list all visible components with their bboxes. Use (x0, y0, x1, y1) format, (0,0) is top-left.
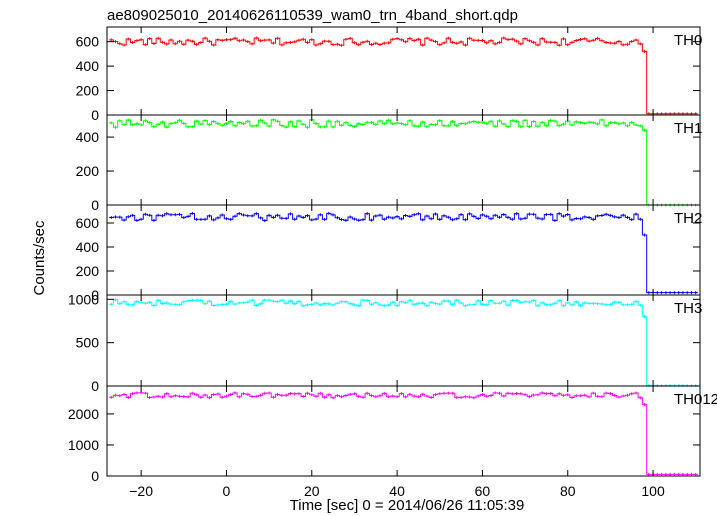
panel-frame (106, 114, 701, 206)
y-tick-label: 0 (91, 197, 99, 213)
panel-frame (106, 294, 701, 387)
chart-title: ae809025010_20140626110539_wam0_trn_4ban… (107, 7, 518, 24)
y-tick-label: 0 (91, 287, 99, 303)
panel-label: TH1 (674, 120, 702, 137)
y-tick-label: 0 (91, 378, 99, 394)
error-bars-th0123 (110, 391, 697, 476)
panel-th3: 0 500 1000 TH3 (68, 291, 703, 394)
panel-label: TH3 (674, 300, 702, 317)
x-tick-label: 40 (389, 483, 405, 499)
y-tick-label: 400 (76, 129, 100, 145)
x-tick-label: −20 (129, 483, 153, 499)
series-line-th3 (109, 299, 698, 387)
y-tick-label: 500 (76, 335, 100, 351)
panel-th0: 0 200 400 600 TH0 (76, 26, 702, 123)
panel-th0123: 0 1000 2000 TH0123 (68, 385, 717, 484)
y-tick-label: 2000 (68, 406, 99, 422)
series-line-th2 (109, 212, 698, 294)
series-line-th1 (109, 119, 698, 206)
panel-frame (106, 385, 701, 477)
y-tick-label: 1000 (68, 291, 99, 307)
y-tick-label: 1000 (68, 437, 99, 453)
series-line-th0123 (109, 392, 698, 475)
x-tick-label: 80 (560, 483, 576, 499)
y-axis-label: Counts/sec (31, 220, 48, 296)
x-tick-label: 0 (223, 483, 231, 499)
y-tick-label: 0 (91, 107, 99, 123)
y-tick-label: 200 (76, 163, 100, 179)
panel-th2: 0 200 400 600 TH2 (76, 204, 702, 303)
error-bars-th3 (110, 298, 697, 388)
x-axis-label: Time [sec] 0 = 2014/06/26 11:05:39 (290, 497, 525, 514)
panel-label: TH0123 (674, 391, 717, 408)
y-tick-label: 400 (76, 58, 100, 74)
x-tick-label: 60 (475, 483, 491, 499)
panel-th1: 0 200 400 TH1 (76, 114, 702, 213)
x-tick-label: 20 (304, 483, 320, 499)
error-bars-th2 (110, 211, 697, 295)
y-tick-label: 600 (76, 34, 100, 50)
series-line-th0 (109, 37, 698, 115)
error-bars-th1 (110, 118, 697, 207)
panel-label: TH2 (674, 210, 702, 227)
y-tick-label: 600 (76, 215, 100, 231)
error-bars-th0 (110, 36, 697, 116)
panel-label: TH0 (674, 32, 702, 49)
y-tick-label: 400 (76, 239, 100, 255)
y-tick-label: 0 (91, 468, 99, 484)
x-tick-label: 100 (641, 483, 665, 499)
y-tick-label: 200 (76, 263, 100, 279)
y-tick-label: 200 (76, 83, 100, 99)
